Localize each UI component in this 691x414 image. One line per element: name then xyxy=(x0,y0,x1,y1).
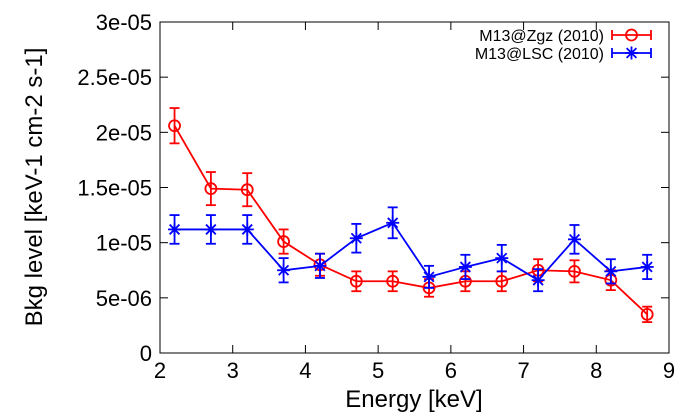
data-point xyxy=(313,259,327,273)
error-bar xyxy=(387,270,398,293)
data-point xyxy=(422,270,436,284)
data-point xyxy=(640,307,654,321)
y-tick-label: 1e-05 xyxy=(96,231,152,256)
error-bar xyxy=(278,228,289,255)
marker-stroke xyxy=(205,223,217,235)
marker-stroke xyxy=(532,274,544,286)
marker-stroke xyxy=(350,232,362,244)
legend-marker xyxy=(625,28,638,42)
data-point xyxy=(349,274,363,288)
marker-stroke xyxy=(387,217,399,229)
marker-stroke xyxy=(169,223,181,235)
error-bar xyxy=(351,270,362,293)
data-point xyxy=(568,264,581,278)
series-2 xyxy=(168,206,654,293)
legend-marker xyxy=(625,46,638,60)
marker-stroke xyxy=(568,233,580,245)
y-tick-label: 3e-05 xyxy=(96,10,152,35)
error-bar xyxy=(169,107,180,145)
legend-label: M13@Zgz (2010) xyxy=(479,28,604,45)
data-point xyxy=(495,274,509,288)
legend-label: M13@LSC (2010) xyxy=(475,46,604,63)
y-tick-label: 0 xyxy=(140,341,152,366)
data-point xyxy=(240,222,254,236)
y-tick-label: 2.5e-05 xyxy=(77,65,152,90)
data-point xyxy=(168,222,182,236)
data-point xyxy=(640,260,654,274)
marker-stroke xyxy=(605,265,617,277)
data-point xyxy=(277,263,291,277)
data-point xyxy=(204,222,218,236)
data-point xyxy=(386,274,400,288)
y-tick-label: 1.5e-05 xyxy=(77,176,152,201)
x-tick-label: 6 xyxy=(445,358,457,383)
x-axis-label: Energy [keV] xyxy=(345,386,482,413)
legend-swatch xyxy=(611,30,652,40)
x-tick-label: 9 xyxy=(663,358,675,383)
x-tick-label: 3 xyxy=(227,358,239,383)
data-point xyxy=(531,273,545,287)
data-point xyxy=(458,260,472,274)
error-bar xyxy=(205,171,216,207)
plot-frame xyxy=(159,21,670,354)
marker-stroke xyxy=(314,260,326,272)
series-line xyxy=(174,221,648,282)
data-point xyxy=(349,231,363,245)
y-tick-label: 5e-06 xyxy=(96,286,152,311)
marker-stroke xyxy=(459,261,471,273)
error-bar xyxy=(242,172,253,208)
series-line xyxy=(173,125,648,316)
data-point xyxy=(240,183,254,197)
error-bar xyxy=(569,259,580,284)
marker-stroke xyxy=(496,252,508,264)
axes: 2 3 4 5 6 7 8 9 0 5e-06 1e-05 1.5e-05 2e-05 2.5e-05 3e… xyxy=(77,10,675,383)
marker-stroke xyxy=(423,271,435,283)
data-point xyxy=(604,264,618,278)
data-point xyxy=(168,119,181,133)
data-point xyxy=(386,216,400,230)
plot-area xyxy=(168,107,654,324)
data-point xyxy=(495,251,509,265)
marker-stroke xyxy=(641,261,653,273)
marker-stroke xyxy=(625,47,638,59)
series-1 xyxy=(168,107,654,324)
marker-stroke xyxy=(241,223,253,235)
x-tick-label: 4 xyxy=(299,358,311,383)
data-point xyxy=(277,235,291,248)
data-point xyxy=(204,182,218,196)
x-tick-label: 8 xyxy=(590,358,602,383)
x-tick-label: 7 xyxy=(517,358,529,383)
data-point xyxy=(567,232,581,246)
x-tick-label: 5 xyxy=(372,358,384,383)
marker-stroke xyxy=(278,264,290,276)
legend: M13@Zgz (2010)M13@LSC (2010) xyxy=(475,28,652,63)
x-tick-label: 2 xyxy=(154,358,166,383)
y-axis-label: Bkg level [keV-1 cm-2 s-1] xyxy=(21,48,48,327)
y-tick-label: 2e-05 xyxy=(96,120,152,145)
